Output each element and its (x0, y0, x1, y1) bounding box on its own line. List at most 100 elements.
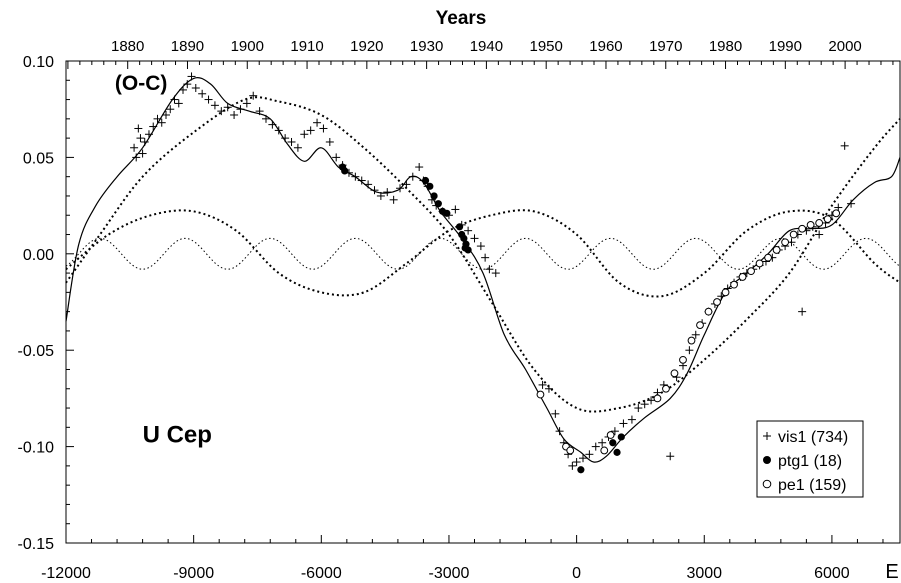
point-pe1 (747, 267, 755, 276)
point-ptg1 (461, 244, 469, 252)
point-vis1 (840, 141, 849, 150)
legend-item-ptg1: ptg1 (18) (763, 453, 842, 470)
point-vis1 (464, 226, 473, 235)
point-vis1 (230, 110, 239, 119)
point-pe1 (772, 246, 781, 254)
point-vis1 (815, 230, 824, 239)
point-vis1 (153, 114, 162, 123)
top-axis-title: Years (436, 8, 487, 29)
point-vis1 (555, 427, 564, 436)
top-tick-label: 1940 (470, 38, 503, 55)
point-vis1 (236, 105, 245, 114)
point-vis1 (568, 461, 577, 470)
chart-title: U Cep (143, 422, 212, 449)
x-tick-label: 3000 (686, 565, 722, 582)
point-pe1 (755, 259, 764, 268)
point-vis1 (157, 118, 166, 127)
point-vis1 (585, 450, 594, 459)
point-vis1 (627, 415, 636, 424)
point-vis1 (313, 118, 322, 127)
point-vis1 (332, 153, 341, 162)
top-tick-label: 1980 (709, 38, 742, 55)
data-points (130, 72, 856, 474)
point-vis1 (591, 442, 600, 451)
point-pe1 (789, 230, 798, 239)
point-ptg1 (341, 167, 349, 175)
point-vis1 (717, 292, 726, 301)
point-pe1 (721, 288, 730, 297)
y-tick-label: 0.05 (23, 150, 54, 167)
point-pe1 (670, 369, 679, 378)
point-vis1 (281, 134, 290, 143)
point-ptg1 (430, 192, 438, 200)
x-tick-label: -9000 (173, 565, 214, 582)
point-pe1 (653, 394, 662, 403)
y-tick-label: 0.10 (23, 54, 54, 71)
point-vis1 (132, 153, 141, 162)
point-vis1 (598, 438, 607, 447)
point-vis1 (640, 400, 649, 409)
top-tick-label: 1950 (530, 38, 563, 55)
x-axis-label: E (885, 561, 898, 583)
point-vis1 (223, 103, 232, 112)
point-pe1 (679, 355, 687, 364)
point-vis1 (274, 126, 283, 135)
x-tick-label: 0 (572, 565, 581, 582)
point-vis1 (551, 409, 560, 418)
legend-box (756, 420, 864, 498)
point-vis1 (610, 427, 619, 436)
point-vis1 (249, 91, 258, 100)
point-vis1 (217, 107, 226, 116)
point-pe1 (764, 253, 772, 262)
point-vis1 (389, 195, 398, 204)
point-vis1 (544, 384, 553, 393)
point-vis1 (470, 234, 479, 243)
top-tick-label: 1990 (769, 38, 802, 55)
x-tick-label: -6000 (301, 565, 342, 582)
point-vis1 (364, 180, 373, 189)
point-pe1 (815, 219, 824, 227)
point-vis1 (134, 124, 143, 133)
point-pe1 (781, 238, 790, 247)
point-pe1 (704, 307, 713, 316)
point-ptg1 (455, 223, 464, 231)
point-pe1 (662, 384, 670, 393)
point-ptg1 (613, 448, 621, 456)
top-tick-label: 1900 (231, 38, 264, 55)
legend-label-ptg1: ptg1 (18) (778, 453, 842, 470)
point-vis1 (319, 124, 328, 133)
point-vis1 (261, 114, 270, 123)
point-vis1 (191, 83, 200, 92)
point-vis1 (476, 242, 485, 251)
point-ptg1 (443, 209, 451, 217)
legend-marker-plus (763, 432, 771, 440)
point-pe1 (832, 209, 841, 218)
point-vis1 (140, 137, 149, 146)
legend-marker-open-circle (762, 479, 772, 489)
point-vis1 (408, 172, 417, 181)
point-ptg1 (460, 234, 468, 242)
y-tick-label: -0.05 (18, 343, 55, 360)
point-vis1 (491, 269, 500, 278)
point-vis1 (287, 137, 296, 146)
y-tick-label: -0.15 (18, 536, 55, 553)
point-vis1 (210, 101, 219, 110)
point-vis1 (538, 380, 547, 389)
x-tick-label: -3000 (428, 565, 469, 582)
legend: vis1 (734) ptg1 (18) pe1 (159) (756, 420, 864, 498)
point-pe1 (687, 336, 696, 345)
point-ptg1 (426, 182, 434, 190)
point-ptg1 (421, 176, 430, 185)
point-pe1 (606, 431, 615, 439)
point-pe1 (696, 321, 704, 330)
point-pe1 (823, 215, 832, 223)
point-ptg1 (609, 439, 617, 447)
point-pe1 (798, 224, 807, 233)
point-vis1 (300, 130, 309, 139)
point-vis1 (383, 188, 392, 197)
point-vis1 (619, 419, 628, 428)
point-vis1 (198, 89, 207, 98)
point-vis1 (268, 120, 277, 129)
point-vis1 (204, 95, 213, 104)
point-ptg1 (577, 466, 585, 474)
